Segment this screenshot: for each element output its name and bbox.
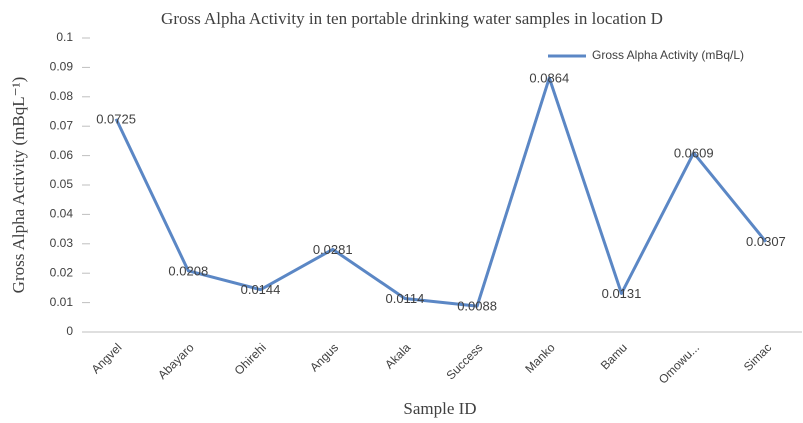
chart-title: Gross Alpha Activity in ten portable dri… [161,9,663,28]
y-tick-label: 0.09 [50,60,74,74]
data-label: 0.0208 [168,263,208,278]
x-tick-label: Simac [741,340,774,373]
data-label: 0.0307 [746,234,786,249]
x-tick-label: Angvel [89,340,125,376]
data-label: 0.0131 [602,286,642,301]
data-label: 0.0281 [313,242,353,257]
x-tick-label: Manko [522,340,558,376]
x-tick-label: Omowu... [656,340,702,386]
x-tick-label: Bamu [598,340,630,372]
data-label: 0.0114 [386,291,425,306]
y-tick-label: 0.05 [50,177,74,191]
x-tick-label: Akala [382,340,413,371]
y-tick-label: 0.1 [56,30,73,44]
x-axis-label: Sample ID [403,399,476,418]
y-tick-label: 0.06 [50,148,74,162]
data-label: 0.0088 [457,299,497,314]
y-tick-label: 0 [66,324,73,338]
data-label: 0.0144 [241,282,281,297]
y-tick-label: 0.08 [50,89,74,103]
y-tick-label: 0.03 [50,236,74,250]
series-line [114,76,768,308]
x-tick-label: Angus [307,340,341,374]
data-label: 0.0864 [529,70,569,85]
y-tick-label: 0.07 [50,118,74,132]
x-tick-label: Success [443,340,485,382]
data-label: 0.0725 [96,111,136,126]
y-axis-label: Gross Alpha Activity (mBqL⁻¹) [9,77,28,294]
y-tick-label: 0.04 [50,207,74,221]
y-tick-label: 0.02 [50,265,74,279]
x-tick-label: Ohirehi [232,340,269,377]
legend-label: Gross Alpha Activity (mBq/L) [592,48,744,62]
x-tick-label: Abayaro [155,340,197,382]
y-tick-label: 0.01 [50,295,74,309]
data-label: 0.0609 [674,145,714,160]
